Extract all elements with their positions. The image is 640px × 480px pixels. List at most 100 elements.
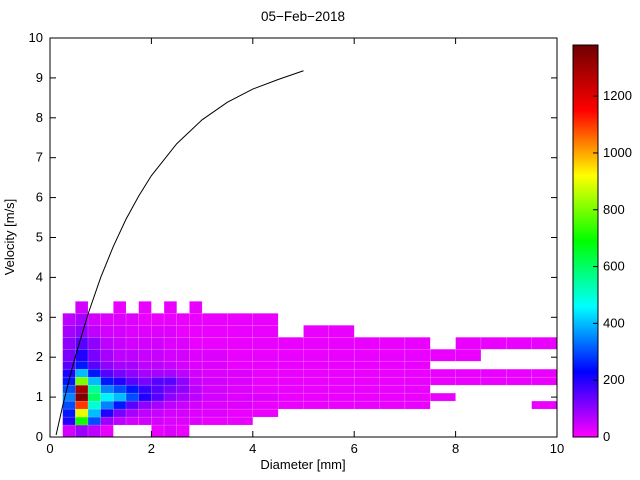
- heatmap-cell: [404, 368, 431, 378]
- heatmap-cell: [125, 416, 139, 426]
- heatmap-cell: [163, 424, 177, 438]
- heatmap-cell: [353, 384, 380, 394]
- heatmap-cell: [303, 337, 330, 350]
- heatmap-cell: [176, 424, 190, 438]
- heatmap-cell: [201, 384, 228, 394]
- colorbar-bar: [572, 44, 599, 438]
- heatmap-cell: [176, 337, 190, 350]
- heatmap-cell: [227, 416, 254, 426]
- heatmap-cell: [252, 337, 279, 350]
- y-tick-label: 5: [36, 230, 43, 245]
- heatmap-cell: [75, 368, 89, 378]
- heatmap-cell: [138, 313, 152, 326]
- heatmap-cell: [353, 348, 380, 362]
- heatmap-cell: [163, 400, 177, 410]
- heatmap-cell: [328, 384, 355, 394]
- heatmap-cell: [163, 384, 177, 394]
- heatmap-cell: [303, 400, 330, 410]
- heatmap-cell: [277, 400, 304, 410]
- heatmap-cell: [531, 337, 558, 350]
- x-tick-label: 6: [351, 441, 358, 456]
- heatmap-cell: [62, 348, 76, 362]
- heatmap-cell: [201, 400, 228, 410]
- heatmap-cell: [353, 368, 380, 378]
- heatmap-cell: [138, 384, 152, 394]
- heatmap-cell: [227, 400, 254, 410]
- heatmap-cell: [201, 416, 228, 426]
- heatmap-cell: [100, 384, 114, 394]
- y-tick-label: 6: [36, 190, 43, 205]
- heatmap-cell: [379, 400, 406, 410]
- heatmap-cell: [277, 384, 304, 394]
- heatmap-cell: [328, 392, 355, 402]
- heatmap-cell: [62, 313, 76, 326]
- heatmap-cell: [100, 368, 114, 378]
- heatmap-cell: [189, 368, 203, 378]
- heatmap-cell: [87, 337, 101, 350]
- heatmap-cell: [163, 348, 177, 362]
- heatmap-cell: [163, 376, 177, 386]
- heatmap-cell: [100, 416, 114, 426]
- heatmap-cell: [430, 368, 456, 378]
- heatmap-cell: [87, 325, 101, 338]
- heatmap-cell: [189, 325, 203, 338]
- heatmap-cell: [252, 313, 279, 326]
- heatmap-cell: [201, 325, 228, 338]
- heatmap-cell: [151, 337, 165, 350]
- heatmap-cell: [113, 360, 127, 370]
- heatmap-cell: [113, 392, 127, 402]
- heatmap-cell: [163, 313, 177, 326]
- heatmap-cell: [328, 368, 355, 378]
- heatmap-cell: [100, 325, 114, 338]
- heatmap-cell: [138, 348, 152, 362]
- heatmap-cell: [62, 325, 76, 338]
- colorbar-tick-label: 1200: [603, 88, 632, 103]
- heatmap-cell: [113, 408, 127, 418]
- heatmap-cell: [87, 424, 101, 438]
- heatmap-cell: [201, 360, 228, 370]
- heatmap-cell: [87, 392, 101, 402]
- terminal-velocity-curve: [55, 70, 304, 436]
- heatmap-cell: [189, 384, 203, 394]
- heatmap-cell: [252, 368, 279, 378]
- heatmap-cell: [75, 408, 89, 418]
- heatmap-cell: [227, 313, 254, 326]
- heatmap-cell: [277, 376, 304, 386]
- heatmap-cell: [277, 360, 304, 370]
- heatmap-cell: [176, 384, 190, 394]
- heatmap-cell: [201, 408, 228, 418]
- heatmap-cell: [151, 424, 165, 438]
- heatmap-cell: [75, 376, 89, 386]
- heatmap-cell: [87, 376, 101, 386]
- heatmap-cell: [138, 325, 152, 338]
- y-axis-label: Velocity [m/s]: [2, 199, 17, 276]
- heatmap-cell: [151, 348, 165, 362]
- colorbar-tick-label: 200: [603, 372, 625, 387]
- heatmap-cell: [303, 384, 330, 394]
- heatmap-cell: [113, 384, 127, 394]
- colorbar-tick-label: 800: [603, 202, 625, 217]
- heatmap-cell: [201, 337, 228, 350]
- heatmap-cell: [113, 348, 127, 362]
- heatmap-cell: [303, 360, 330, 370]
- heatmap-cell: [113, 325, 127, 338]
- heatmap-cell: [404, 400, 431, 410]
- heatmap-cell: [100, 408, 114, 418]
- heatmap-cell: [328, 400, 355, 410]
- heatmap-cell: [87, 368, 101, 378]
- heatmap-cell: [163, 301, 177, 314]
- heatmap-cell: [125, 384, 139, 394]
- heatmap-cell: [100, 313, 114, 326]
- heatmap-cell: [87, 416, 101, 426]
- heatmap-cell: [379, 337, 406, 350]
- heatmap-cell: [328, 337, 355, 350]
- y-tick-label: 8: [36, 110, 43, 125]
- heatmap-cell: [138, 400, 152, 410]
- heatmap-cell: [252, 325, 279, 338]
- heatmap-cell: [113, 337, 127, 350]
- heatmap-cell: [303, 348, 330, 362]
- heatmap-cell: [328, 325, 355, 338]
- colorbar-tick-label: 600: [603, 259, 625, 274]
